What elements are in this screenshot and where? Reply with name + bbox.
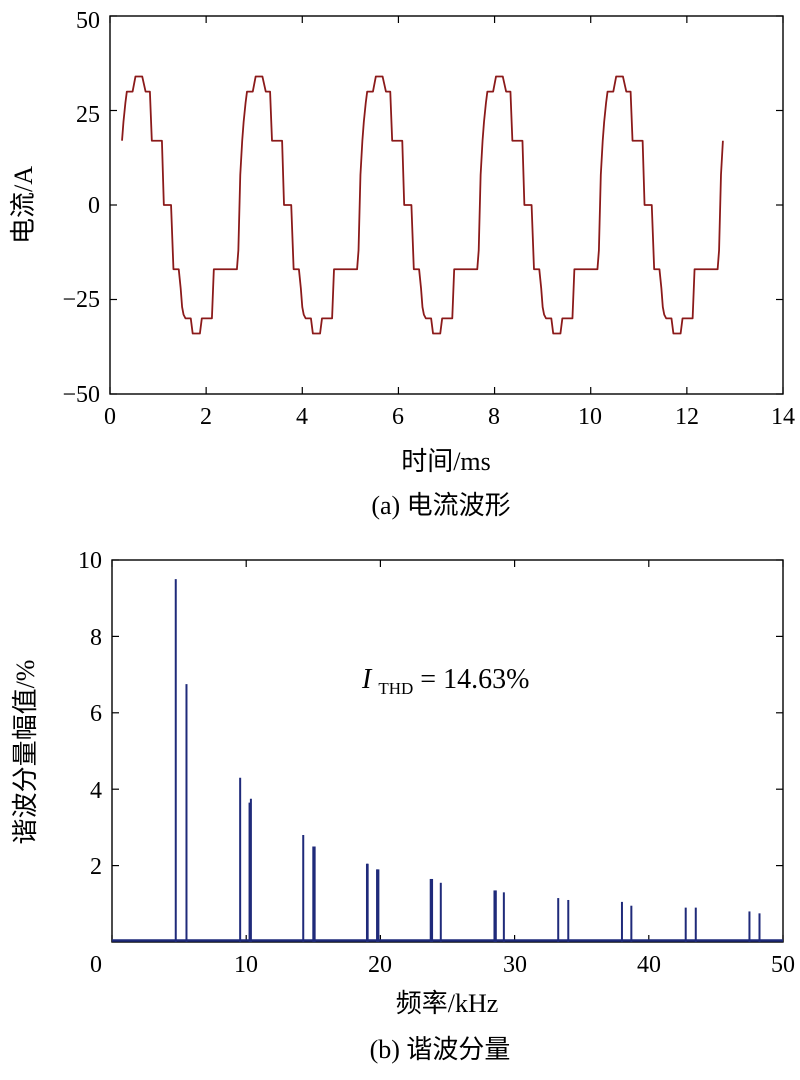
thd-subscript: THD bbox=[378, 679, 413, 698]
y-axis-label-a: 电流/A bbox=[9, 166, 38, 244]
y-tick-label: −25 bbox=[62, 287, 100, 313]
y-tick-label: −50 bbox=[62, 382, 100, 408]
y-tick-label: 0 bbox=[88, 193, 100, 219]
current-waveform-chart: 50 25 0 −25 −50 0 2 4 6 8 10 12 14 电流/A … bbox=[9, 8, 795, 520]
plot-frame-b bbox=[111, 559, 784, 943]
y-tick-label: 8 bbox=[90, 625, 102, 651]
thd-symbol: I bbox=[361, 664, 373, 695]
x-tick-labels-b: 0 10 20 30 40 50 bbox=[90, 952, 795, 978]
x-tick-label: 40 bbox=[637, 952, 661, 978]
harmonic-spectrum-chart: 10 8 6 4 2 0 10 20 30 40 50 I THD = 14.6… bbox=[11, 548, 795, 1064]
x-tick-labels-a: 0 2 4 6 8 10 12 14 bbox=[104, 404, 795, 430]
y-tick-label: 50 bbox=[76, 8, 100, 34]
x-tick-label: 10 bbox=[234, 952, 258, 978]
x-tick-label: 6 bbox=[392, 404, 404, 430]
axis-ticks-b bbox=[111, 559, 784, 942]
harmonic-bars bbox=[174, 579, 761, 942]
x-tick-label: 2 bbox=[200, 404, 212, 430]
x-tick-label: 10 bbox=[578, 404, 602, 430]
plot-frame-a bbox=[109, 15, 784, 395]
chart-title-b: (b) 谐波分量 bbox=[370, 1035, 511, 1064]
y-tick-label: 6 bbox=[90, 701, 102, 727]
x-tick-label: 14 bbox=[771, 404, 795, 430]
axis-ticks-a bbox=[109, 15, 784, 395]
x-axis-label-a: 时间/ms bbox=[401, 447, 491, 476]
x-tick-label: 12 bbox=[675, 404, 699, 430]
y-axis-label-b: 谐波分量幅值/% bbox=[11, 660, 40, 845]
thd-annotation: I THD = 14.63% bbox=[361, 664, 529, 701]
x-tick-label: 0 bbox=[90, 952, 102, 978]
thd-value: = 14.63% bbox=[420, 664, 529, 695]
x-tick-label: 50 bbox=[771, 952, 795, 978]
x-tick-label: 30 bbox=[503, 952, 527, 978]
x-tick-label: 0 bbox=[104, 404, 116, 430]
current-series-line bbox=[121, 75, 724, 335]
y-tick-label: 4 bbox=[90, 778, 102, 804]
y-tick-label: 2 bbox=[90, 854, 102, 880]
x-tick-label: 4 bbox=[296, 404, 308, 430]
y-tick-label: 25 bbox=[76, 102, 100, 128]
x-tick-label: 20 bbox=[368, 952, 392, 978]
y-tick-label: 10 bbox=[78, 548, 102, 574]
y-tick-labels-b: 10 8 6 4 2 bbox=[78, 548, 102, 880]
x-axis-label-b: 频率/kHz bbox=[396, 989, 499, 1018]
x-tick-label: 8 bbox=[488, 404, 500, 430]
y-tick-labels-a: 50 25 0 −25 −50 bbox=[62, 8, 100, 408]
chart-title-a: (a) 电流波形 bbox=[371, 491, 510, 520]
